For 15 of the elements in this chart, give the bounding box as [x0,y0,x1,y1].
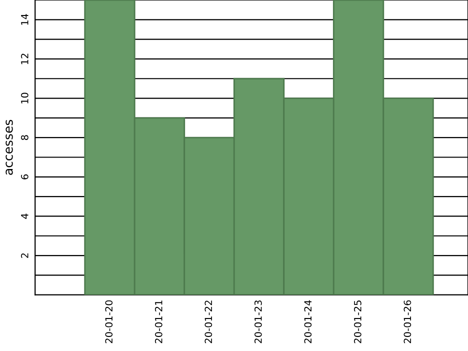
y-axis-title: accesses [6,120,13,175]
y-tick-label: 4 [21,214,28,219]
y-tick-label: 10 [21,92,28,104]
y-tick-label: 8 [21,135,28,140]
x-tick-label: 20-01-24 [304,300,312,344]
x-tick-label: 20-01-22 [204,300,212,344]
x-tick-label: 20-01-25 [354,300,362,344]
x-tick-label: 20-01-26 [404,300,412,344]
y-tick-label: 6 [21,174,28,180]
y-tick-label: 2 [21,253,28,258]
x-tick-label: 20-01-23 [254,300,262,344]
y-tick-label: 12 [21,54,28,64]
x-tick-label: 20-01-21 [154,300,162,344]
y-tick-label: 14 [21,14,28,25]
x-tick-label: 20-01-20 [105,300,113,344]
